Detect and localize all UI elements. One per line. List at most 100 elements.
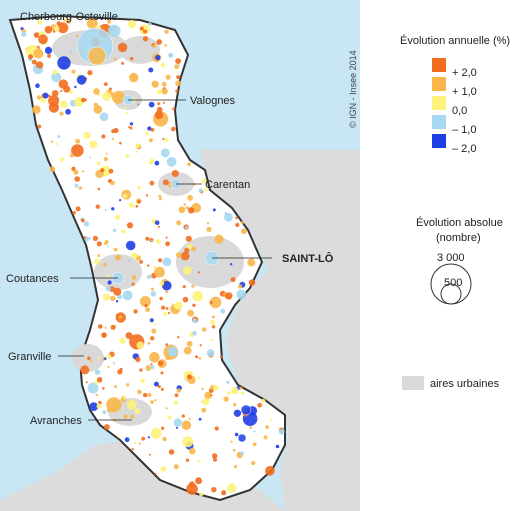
commune-circle	[154, 266, 165, 278]
commune-circle	[111, 90, 125, 104]
commune-circle	[52, 30, 56, 33]
commune-circle	[113, 57, 117, 61]
commune-circle	[186, 340, 193, 347]
legend-urban-label: aires urbaines	[430, 378, 500, 390]
commune-circle	[192, 330, 197, 336]
commune-circle	[111, 129, 116, 134]
commune-circle	[182, 436, 194, 448]
commune-circle	[115, 214, 121, 220]
commune-circle	[157, 384, 161, 389]
legend-class-label: + 1,0	[452, 86, 477, 98]
commune-circle	[87, 70, 93, 76]
commune-circle	[213, 457, 217, 462]
commune-circle	[122, 290, 133, 301]
legend-size-small	[440, 283, 462, 305]
commune-circle	[83, 131, 91, 139]
commune-circle	[110, 324, 116, 330]
commune-circle	[164, 29, 169, 34]
commune-circle	[59, 111, 64, 116]
commune-circle	[185, 458, 190, 462]
commune-circle	[227, 391, 231, 395]
commune-circle	[147, 264, 150, 267]
commune-circle	[112, 228, 117, 233]
commune-circle	[269, 418, 273, 421]
legend-class-swatch	[432, 134, 446, 148]
commune-circle	[103, 157, 108, 162]
commune-circle	[125, 240, 136, 251]
commune-circle	[141, 436, 146, 441]
commune-circle	[198, 188, 203, 193]
city-label-saint-lo: SAINT-LÔ	[282, 252, 334, 265]
commune-circle	[187, 309, 195, 317]
commune-circle	[94, 369, 101, 375]
commune-circle	[201, 387, 204, 391]
commune-circle	[154, 220, 160, 225]
legend-class-swatch	[432, 115, 446, 129]
commune-circle	[96, 241, 102, 247]
legend-urban-swatch	[402, 376, 424, 390]
commune-circle	[233, 403, 237, 407]
commune-circle	[189, 481, 195, 488]
city-circle	[240, 404, 252, 416]
commune-circle	[154, 472, 157, 475]
commune-circle	[147, 436, 150, 439]
commune-circle	[206, 349, 215, 357]
commune-circle	[149, 318, 154, 323]
commune-circle	[86, 18, 98, 29]
commune-circle	[71, 69, 76, 74]
commune-circle	[147, 392, 152, 398]
commune-circle	[65, 18, 71, 24]
commune-circle	[157, 225, 160, 228]
commune-circle	[102, 293, 111, 301]
commune-circle	[93, 102, 99, 108]
commune-circle	[108, 87, 112, 91]
commune-circle	[234, 465, 238, 469]
commune-circle	[142, 392, 148, 398]
commune-circle	[235, 216, 239, 220]
commune-circle	[162, 179, 169, 186]
commune-circle	[198, 356, 202, 360]
commune-circle	[163, 311, 168, 316]
commune-circle	[32, 105, 41, 114]
commune-circle	[192, 290, 203, 302]
commune-circle	[127, 259, 131, 262]
commune-circle	[97, 187, 101, 191]
manche-territory	[8, 14, 286, 502]
commune-circle	[154, 399, 157, 402]
commune-circle	[192, 318, 198, 324]
legend-class-label: 0,0	[452, 105, 467, 117]
commune-circle	[136, 341, 145, 350]
commune-circle	[150, 363, 153, 366]
commune-circle	[199, 492, 204, 497]
commune-circle	[97, 356, 101, 360]
commune-circle	[107, 280, 112, 285]
commune-circle	[51, 72, 62, 83]
commune-circle	[165, 343, 169, 347]
commune-circle	[138, 442, 141, 445]
commune-circle	[191, 246, 196, 252]
commune-circle	[145, 307, 151, 312]
commune-circle	[183, 266, 192, 275]
commune-circle	[162, 280, 172, 291]
commune-circle	[223, 396, 229, 402]
commune-circle	[89, 360, 93, 363]
commune-circle	[211, 315, 215, 319]
commune-circle	[135, 204, 139, 208]
commune-circle	[211, 325, 216, 329]
commune-circle	[144, 304, 148, 308]
commune-circle	[206, 226, 212, 232]
commune-circle	[148, 138, 153, 143]
commune-circle	[108, 168, 114, 174]
commune-circle	[130, 414, 135, 419]
commune-circle	[110, 180, 115, 186]
commune-circle	[241, 228, 247, 235]
commune-circle	[95, 204, 101, 209]
commune-circle	[176, 252, 182, 258]
city-circle	[237, 433, 247, 443]
commune-circle	[156, 39, 163, 45]
commune-circle	[221, 490, 227, 496]
commune-circle	[168, 52, 174, 58]
commune-circle	[135, 143, 141, 149]
commune-circle	[160, 62, 166, 68]
commune-circle	[106, 245, 109, 248]
